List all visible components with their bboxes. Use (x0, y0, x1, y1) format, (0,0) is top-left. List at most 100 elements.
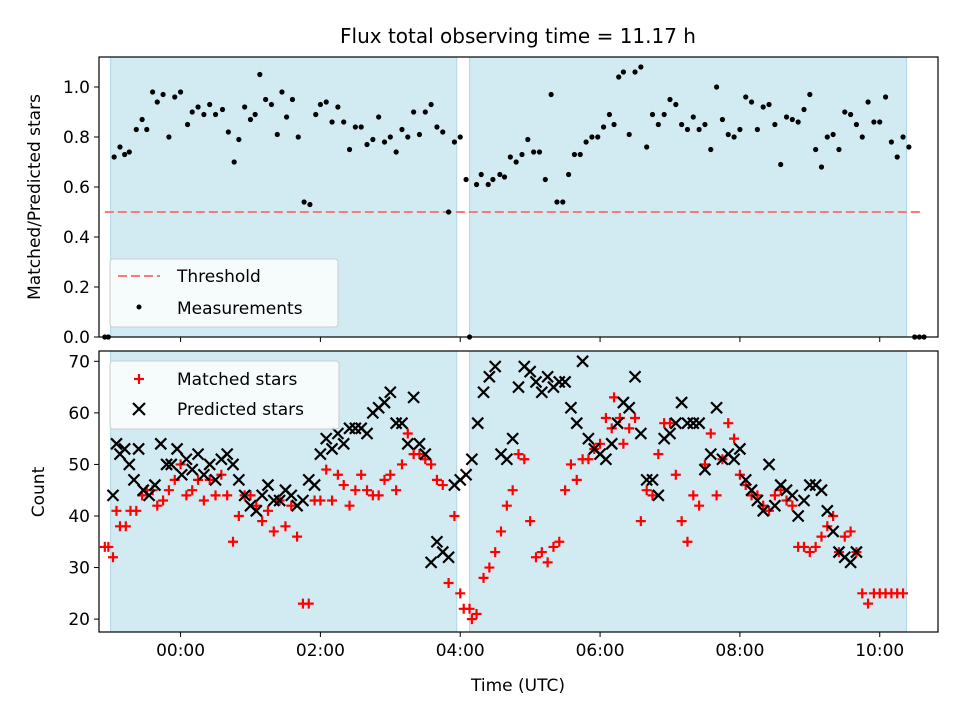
predicted-star-point (611, 416, 624, 430)
measurement-point (247, 116, 254, 123)
predicted-star-point (704, 447, 718, 461)
measurement-point (122, 151, 128, 158)
predicted-star-point (459, 468, 473, 482)
predicted-star-point (826, 525, 840, 538)
measurement-point (848, 111, 854, 118)
matched-star-point (385, 469, 396, 480)
measurement-point (807, 91, 813, 98)
measurement-point (201, 111, 207, 118)
measurement-point (748, 99, 755, 105)
matched-star-point (286, 500, 297, 511)
matched-star-point (396, 459, 407, 470)
matched-star-point (233, 510, 244, 521)
matched-legend-label: Matched stars (177, 370, 297, 390)
measurement-point (577, 151, 583, 158)
matched-star-point (262, 505, 273, 516)
measurement-point (778, 161, 784, 168)
measurement-point (236, 136, 242, 143)
predicted-star-point (512, 380, 525, 394)
measurement-point (813, 146, 819, 153)
matched-star-point (437, 480, 448, 491)
matched-star-point (356, 469, 367, 480)
measurement-point (894, 154, 900, 160)
measurement-point (497, 171, 503, 178)
x-tick-label: 08:00 (715, 641, 764, 661)
measurement-point (743, 94, 749, 100)
matched-star-point (455, 588, 466, 599)
measurement-point (606, 111, 612, 118)
measurement-point (818, 164, 825, 170)
measurement-point (399, 126, 405, 133)
measurement-point (853, 121, 860, 128)
predicted-star-point (815, 483, 828, 497)
matched-star-point (251, 500, 262, 511)
predicted-star-point (605, 437, 618, 451)
predicted-star-point (634, 427, 648, 440)
measurement-point (702, 121, 708, 128)
predicted-star-point (337, 437, 350, 451)
matched-star-point (845, 526, 856, 537)
matched-star-point (775, 485, 786, 496)
measurement-point (473, 181, 480, 188)
predicted-star-point (465, 452, 479, 466)
measurement-point (649, 111, 656, 118)
matched-star-point (583, 454, 594, 465)
predicted-star-point (488, 360, 502, 373)
predicted-star-point (675, 396, 688, 409)
matched-star-point (635, 516, 646, 527)
measurement-point (583, 139, 589, 145)
measurement-point (725, 131, 731, 138)
measurement-point (166, 134, 172, 140)
matched-star-point (653, 449, 664, 460)
measurement-point (501, 174, 508, 180)
matched-star-point (787, 500, 798, 511)
measurement-point (531, 149, 537, 155)
measurement-point (673, 101, 679, 108)
predicted-star-point (142, 489, 156, 502)
predicted-star-point (733, 442, 747, 456)
chart-title: Flux total observing time = 11.17 h (340, 24, 696, 48)
measurement-point (195, 104, 201, 110)
measurement-point (754, 126, 760, 133)
measurement-point (638, 64, 644, 70)
matched-star-point (464, 603, 475, 614)
predicted-star-point (220, 447, 234, 461)
measurement-point (207, 101, 213, 108)
predicted-star-point (692, 416, 706, 430)
measurement-point (536, 149, 543, 155)
y-tick-label: 0.6 (63, 178, 90, 198)
measurement-point (519, 151, 525, 158)
matched-star-point (449, 510, 460, 521)
predicted-star-point (407, 391, 420, 404)
measurement-point (219, 106, 226, 113)
predicted-legend-label: Predicted stars (177, 400, 304, 420)
x-tick-label: 10:00 (855, 641, 904, 661)
measurement-point (364, 141, 370, 148)
measurement-point (212, 111, 219, 118)
predicted-star-point (652, 489, 665, 502)
count-y-axis-label: Count (29, 466, 49, 517)
measurement-point (341, 119, 347, 125)
measurement-point (760, 104, 766, 110)
measurement-point (346, 146, 353, 153)
measurement-point (830, 131, 836, 138)
measurement-point (393, 149, 399, 155)
predicted-star-point (669, 416, 683, 430)
matched-star-point (332, 469, 343, 480)
measurement-point (859, 134, 865, 140)
threshold-legend-label: Threshold (176, 267, 261, 287)
matched-star-point (466, 614, 477, 625)
measurement-point (661, 111, 667, 118)
predicted-star-point (255, 489, 269, 502)
matched-star-point (120, 521, 131, 532)
measurement-point (900, 134, 906, 140)
predicted-star-point (821, 504, 834, 518)
predicted-star-point (164, 458, 178, 471)
matched-star-point (210, 490, 221, 501)
predicted-star-point (296, 494, 310, 507)
matched-star-point (181, 490, 192, 501)
measurement-point (513, 159, 519, 165)
matched-star-point (798, 541, 809, 552)
measurement-point (387, 134, 393, 140)
